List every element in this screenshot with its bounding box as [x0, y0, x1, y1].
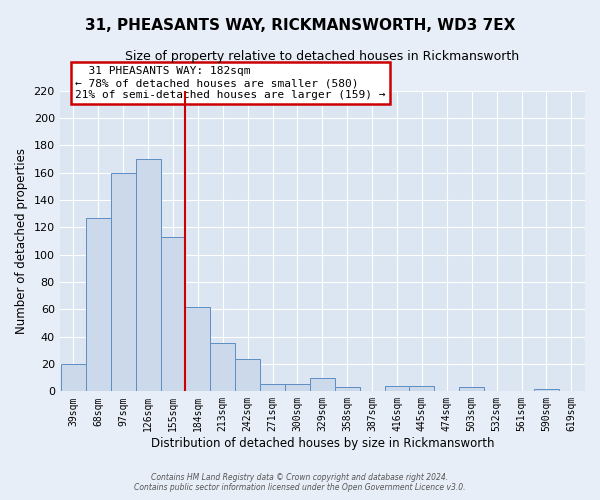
Y-axis label: Number of detached properties: Number of detached properties — [15, 148, 28, 334]
Bar — [409, 386, 434, 392]
Bar — [335, 387, 359, 392]
X-axis label: Distribution of detached houses by size in Rickmansworth: Distribution of detached houses by size … — [151, 437, 494, 450]
Bar — [310, 378, 335, 392]
Text: 31, PHEASANTS WAY, RICKMANSWORTH, WD3 7EX: 31, PHEASANTS WAY, RICKMANSWORTH, WD3 7E… — [85, 18, 515, 32]
Bar — [210, 344, 235, 392]
Bar — [385, 386, 409, 392]
Text: Contains HM Land Registry data © Crown copyright and database right 2024.
Contai: Contains HM Land Registry data © Crown c… — [134, 473, 466, 492]
Bar — [260, 384, 285, 392]
Bar — [161, 237, 185, 392]
Bar — [61, 364, 86, 392]
Bar — [136, 159, 161, 392]
Text: 31 PHEASANTS WAY: 182sqm
← 78% of detached houses are smaller (580)
21% of semi-: 31 PHEASANTS WAY: 182sqm ← 78% of detach… — [76, 66, 386, 100]
Bar — [534, 388, 559, 392]
Bar — [111, 172, 136, 392]
Bar — [459, 387, 484, 392]
Bar — [235, 358, 260, 392]
Bar — [185, 306, 210, 392]
Bar — [285, 384, 310, 392]
Title: Size of property relative to detached houses in Rickmansworth: Size of property relative to detached ho… — [125, 50, 520, 63]
Bar — [86, 218, 111, 392]
